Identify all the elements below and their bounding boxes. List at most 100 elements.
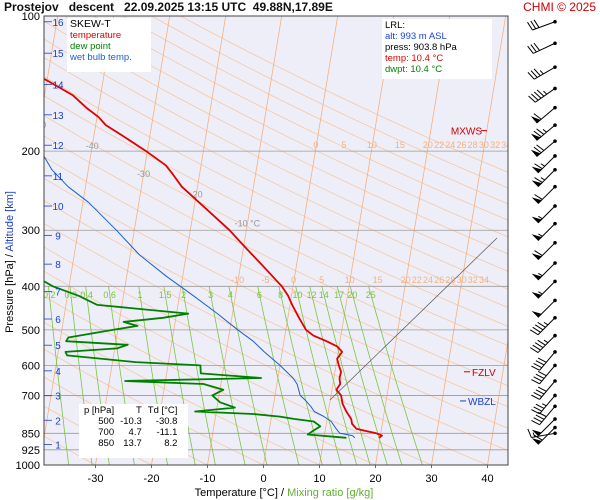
pressure-tick-label: 850 bbox=[22, 428, 40, 440]
level-label-wbzl: WBZL bbox=[468, 397, 496, 408]
mixing-ratio-label: 8 bbox=[278, 290, 283, 300]
wind-barb-feather bbox=[531, 365, 540, 371]
wind-barb-half-feather bbox=[539, 70, 544, 75]
dry-adiabat bbox=[44, 57, 508, 290]
wind-barb bbox=[527, 428, 557, 438]
mixing-ratio-label: 14 bbox=[319, 290, 329, 300]
wind-barb bbox=[531, 404, 557, 426]
wind-barb-feather bbox=[533, 376, 543, 382]
legend-item-wetbulb: wet bulb temp. bbox=[70, 52, 132, 63]
wind-barb-feather bbox=[530, 20, 537, 30]
wind-barb-feather bbox=[533, 42, 540, 51]
isotherm-label: -20 bbox=[190, 190, 203, 200]
wind-barb-feather bbox=[534, 250, 543, 256]
wind-barb bbox=[531, 379, 557, 400]
table-cell: 850 bbox=[98, 438, 115, 449]
dry-adiabat bbox=[44, 95, 508, 327]
isotherm bbox=[319, 16, 395, 465]
wind-barb-pennant bbox=[530, 133, 541, 141]
wind-barb bbox=[531, 154, 557, 174]
dry-adiabat bbox=[44, 177, 508, 408]
wind-barb-feather bbox=[536, 128, 545, 135]
chart-title: Prostejov descent 22.09.2025 13:15 UTC 4… bbox=[4, 0, 333, 14]
mixing-ratio-label: 0.2 bbox=[43, 290, 56, 300]
isotherm-label: 20 bbox=[423, 140, 433, 150]
credit-link[interactable]: CHMI © 2025 bbox=[523, 0, 596, 14]
mixing-ratio-label: 0.3 bbox=[65, 290, 78, 300]
wind-barb-pennant bbox=[531, 180, 542, 187]
wind-barb-feather bbox=[534, 434, 543, 441]
table-row: 500 -10.3 -30.8 bbox=[81, 416, 180, 427]
isotherm bbox=[151, 16, 227, 465]
isotherm-label: 0 bbox=[313, 140, 318, 150]
wind-barb-staff bbox=[537, 169, 556, 188]
wind-barb-feather bbox=[533, 406, 543, 412]
wind-barb-feather bbox=[537, 371, 547, 377]
mixing-ratio-label: 10 bbox=[293, 290, 303, 300]
wind-barb-feather bbox=[535, 373, 545, 379]
isotherm-label: 24 bbox=[445, 140, 455, 150]
wind-barb-staff bbox=[539, 405, 556, 425]
wind-barb-feather bbox=[528, 95, 536, 103]
table-cell: -11.1 bbox=[156, 427, 178, 438]
altitude-tick-label: 6 bbox=[55, 315, 61, 326]
table-header: T bbox=[135, 405, 142, 416]
wind-barb-half-feather bbox=[538, 272, 543, 277]
wind-barb-feather bbox=[531, 409, 540, 415]
wind-barb-feather bbox=[532, 344, 541, 351]
wind-barb bbox=[527, 19, 557, 31]
wind-barb-feather bbox=[533, 91, 542, 99]
wind-barb bbox=[531, 425, 557, 445]
dry-adiabat bbox=[44, 200, 508, 429]
isotherm-label: 26 bbox=[434, 275, 444, 285]
wind-barb bbox=[531, 221, 557, 241]
parcel-line bbox=[329, 237, 498, 401]
wind-barb-feather bbox=[533, 417, 543, 423]
isotherm-label: 24 bbox=[423, 275, 433, 285]
wind-barb-feather bbox=[535, 389, 545, 395]
wind-barb-pennant bbox=[530, 149, 541, 157]
wind-barb-staff bbox=[535, 88, 556, 103]
wind-barb-pennant bbox=[531, 429, 542, 437]
wind-barb bbox=[531, 241, 557, 261]
table-cell: 500 bbox=[98, 416, 115, 427]
table-header-row: p [hPa] T Td [°C] bbox=[81, 405, 180, 416]
wind-barb-pennant bbox=[531, 216, 542, 224]
wind-barb bbox=[530, 139, 557, 157]
isotherm-label: 32 bbox=[468, 275, 478, 285]
altitude-tick-label: 3 bbox=[55, 392, 61, 403]
plot-frame bbox=[43, 15, 509, 466]
wind-barb-feather bbox=[527, 45, 534, 54]
altitude-tick-label: 1 bbox=[55, 440, 61, 451]
wind-barb bbox=[527, 65, 557, 80]
isotherm-label: 5 bbox=[319, 275, 324, 285]
temp-tick-label: 30 bbox=[425, 473, 437, 485]
wind-barb-pennant bbox=[530, 116, 541, 124]
level-label-fzlv: FZLV bbox=[472, 368, 496, 379]
dry-adiabat bbox=[44, 20, 508, 255]
altitude-tick-label: 11 bbox=[53, 172, 64, 183]
legend-item-dewpoint: dew point bbox=[70, 41, 111, 52]
mixing-ratio-label: 17 bbox=[334, 290, 344, 300]
wind-barb-feather bbox=[527, 428, 532, 438]
mixing-ratio-label: 4 bbox=[228, 290, 233, 300]
wind-barb-feather bbox=[529, 347, 539, 353]
wind-barb-feather bbox=[534, 194, 543, 200]
temp-tick-label: -30 bbox=[88, 473, 104, 485]
altitude-tick-label: 14 bbox=[52, 80, 64, 91]
table-header: Td [°C] bbox=[147, 405, 178, 416]
wind-barb bbox=[531, 350, 557, 371]
wind-barb-half-feather bbox=[542, 128, 547, 133]
wind-barb-feather bbox=[527, 72, 535, 80]
isotherm-label: 30 bbox=[457, 275, 467, 285]
wind-barb-half-feather bbox=[540, 163, 546, 167]
wind-barb-half-feather bbox=[538, 291, 543, 295]
level-label-mxws: MXWS bbox=[451, 127, 482, 138]
isotherm-label: -10 °C bbox=[235, 219, 261, 229]
wind-barb-half-feather bbox=[542, 403, 547, 407]
temp-tick-label: 0 bbox=[260, 473, 266, 485]
mixing-ratio-label: 0.6 bbox=[103, 290, 116, 300]
wind-barb-feather bbox=[530, 70, 538, 78]
series-line-wet-bulb-temp bbox=[44, 155, 356, 439]
isotherm-label: 28 bbox=[445, 275, 455, 285]
